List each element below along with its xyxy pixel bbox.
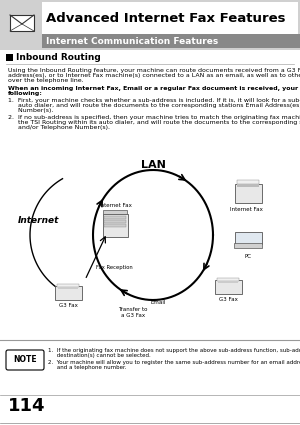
Text: Internet Fax: Internet Fax (230, 207, 262, 212)
FancyBboxPatch shape (6, 350, 44, 370)
FancyBboxPatch shape (42, 34, 300, 48)
FancyBboxPatch shape (104, 216, 126, 218)
Text: and a telephone number.: and a telephone number. (48, 365, 127, 370)
FancyBboxPatch shape (10, 15, 34, 31)
Text: 2.  Your machine will allow you to register the same sub-address number for an e: 2. Your machine will allow you to regist… (48, 360, 300, 365)
FancyBboxPatch shape (217, 278, 239, 281)
Text: over the telephone line.: over the telephone line. (8, 78, 84, 83)
Text: LAN: LAN (141, 160, 165, 170)
Text: Fax Reception: Fax Reception (96, 264, 133, 269)
FancyBboxPatch shape (237, 184, 259, 187)
Text: Internet: Internet (17, 215, 59, 224)
Text: and/or Telephone Number(s).: and/or Telephone Number(s). (8, 125, 110, 130)
Text: Inbound Routing: Inbound Routing (16, 53, 101, 62)
Text: Internet Fax: Internet Fax (99, 203, 131, 208)
FancyBboxPatch shape (104, 224, 126, 227)
FancyBboxPatch shape (235, 184, 262, 202)
FancyBboxPatch shape (55, 286, 82, 300)
Text: NOTE: NOTE (13, 355, 37, 365)
Text: address(es), or to Internet Fax machine(s) connected to a LAN as an email, as we: address(es), or to Internet Fax machine(… (8, 73, 300, 78)
Text: auto dialer, and will route the documents to the corresponding stations Email Ad: auto dialer, and will route the document… (8, 103, 300, 108)
Text: 1.  First, your machine checks whether a sub-address is included. If it is, it w: 1. First, your machine checks whether a … (8, 98, 300, 103)
Circle shape (4, 4, 40, 40)
Text: following:: following: (8, 91, 43, 96)
FancyBboxPatch shape (235, 232, 262, 244)
Text: 114: 114 (8, 397, 46, 415)
Text: the TSI Routing within its auto dialer, and will route the documents to the corr: the TSI Routing within its auto dialer, … (8, 120, 300, 125)
FancyBboxPatch shape (0, 0, 300, 50)
FancyBboxPatch shape (57, 283, 79, 286)
FancyBboxPatch shape (218, 280, 238, 283)
Text: Number(s).: Number(s). (8, 108, 53, 113)
Text: When an incoming Internet Fax, Email or a regular Fax document is received, your: When an incoming Internet Fax, Email or … (8, 85, 300, 91)
FancyBboxPatch shape (42, 2, 298, 34)
Text: 1.  If the originating fax machine does not support the above sub-address functi: 1. If the originating fax machine does n… (48, 348, 300, 353)
FancyBboxPatch shape (214, 280, 242, 294)
FancyBboxPatch shape (234, 243, 262, 248)
FancyBboxPatch shape (104, 220, 126, 223)
FancyBboxPatch shape (237, 180, 259, 184)
Text: G3 Fax: G3 Fax (219, 297, 237, 302)
Text: Advanced Internet Fax Features: Advanced Internet Fax Features (46, 11, 286, 25)
Text: G3 Fax: G3 Fax (58, 303, 77, 308)
Text: PC: PC (244, 254, 251, 259)
Text: Email: Email (150, 300, 166, 305)
Text: Internet Communication Features: Internet Communication Features (46, 37, 218, 45)
Text: destination(s) cannot be selected.: destination(s) cannot be selected. (48, 353, 151, 358)
Text: Using the Inbound Routing feature, your machine can route documents received fro: Using the Inbound Routing feature, your … (8, 68, 300, 73)
Text: 2.  If no sub-address is specified, then your machine tries to match the origina: 2. If no sub-address is specified, then … (8, 115, 300, 119)
FancyBboxPatch shape (103, 213, 128, 236)
FancyBboxPatch shape (58, 286, 78, 289)
FancyBboxPatch shape (103, 210, 127, 214)
FancyBboxPatch shape (6, 54, 13, 61)
Text: Transfer to
a G3 Fax: Transfer to a G3 Fax (118, 307, 148, 318)
